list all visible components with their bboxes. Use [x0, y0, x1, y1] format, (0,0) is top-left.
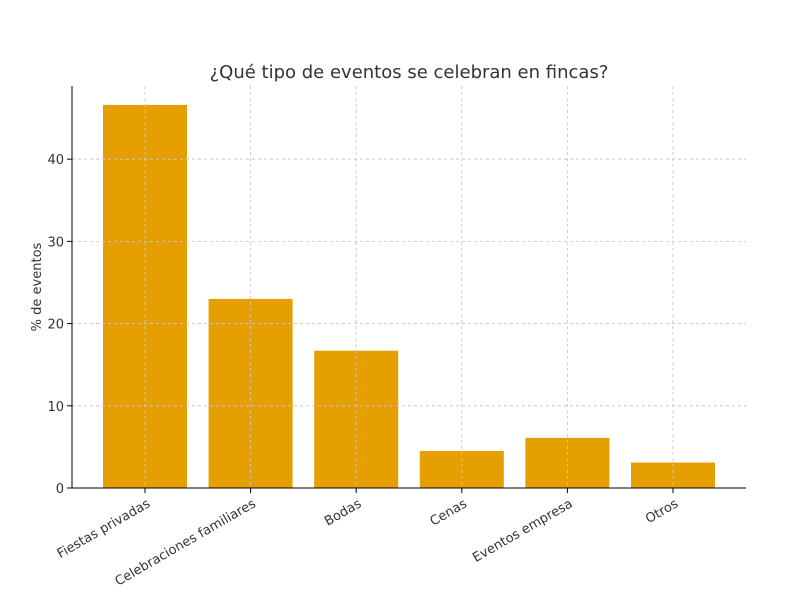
x-tick-label: Cenas	[428, 496, 470, 529]
x-tick-label: Eventos empresa	[470, 496, 575, 565]
y-tick-label: 30	[47, 235, 64, 250]
bars	[72, 86, 746, 489]
axes	[71, 86, 746, 489]
x-tick-label: Bodas	[322, 496, 364, 529]
y-tick-label: 0	[56, 482, 64, 497]
chart-title: ¿Qué tipo de eventos se celebran en finc…	[210, 62, 609, 83]
y-axis-label: % de eventos	[30, 242, 45, 331]
bar	[525, 437, 610, 488]
bar	[419, 451, 504, 488]
x-tick-label: Otros	[643, 496, 681, 527]
y-tick-label: 10	[47, 400, 64, 415]
y-tick-label: 20	[47, 318, 64, 333]
y-tick-label: 40	[47, 153, 64, 168]
x-tick-label: Fiestas privadas	[55, 496, 153, 561]
y-ticks: 0 10 20 30 40	[47, 153, 72, 497]
bar	[314, 350, 399, 488]
